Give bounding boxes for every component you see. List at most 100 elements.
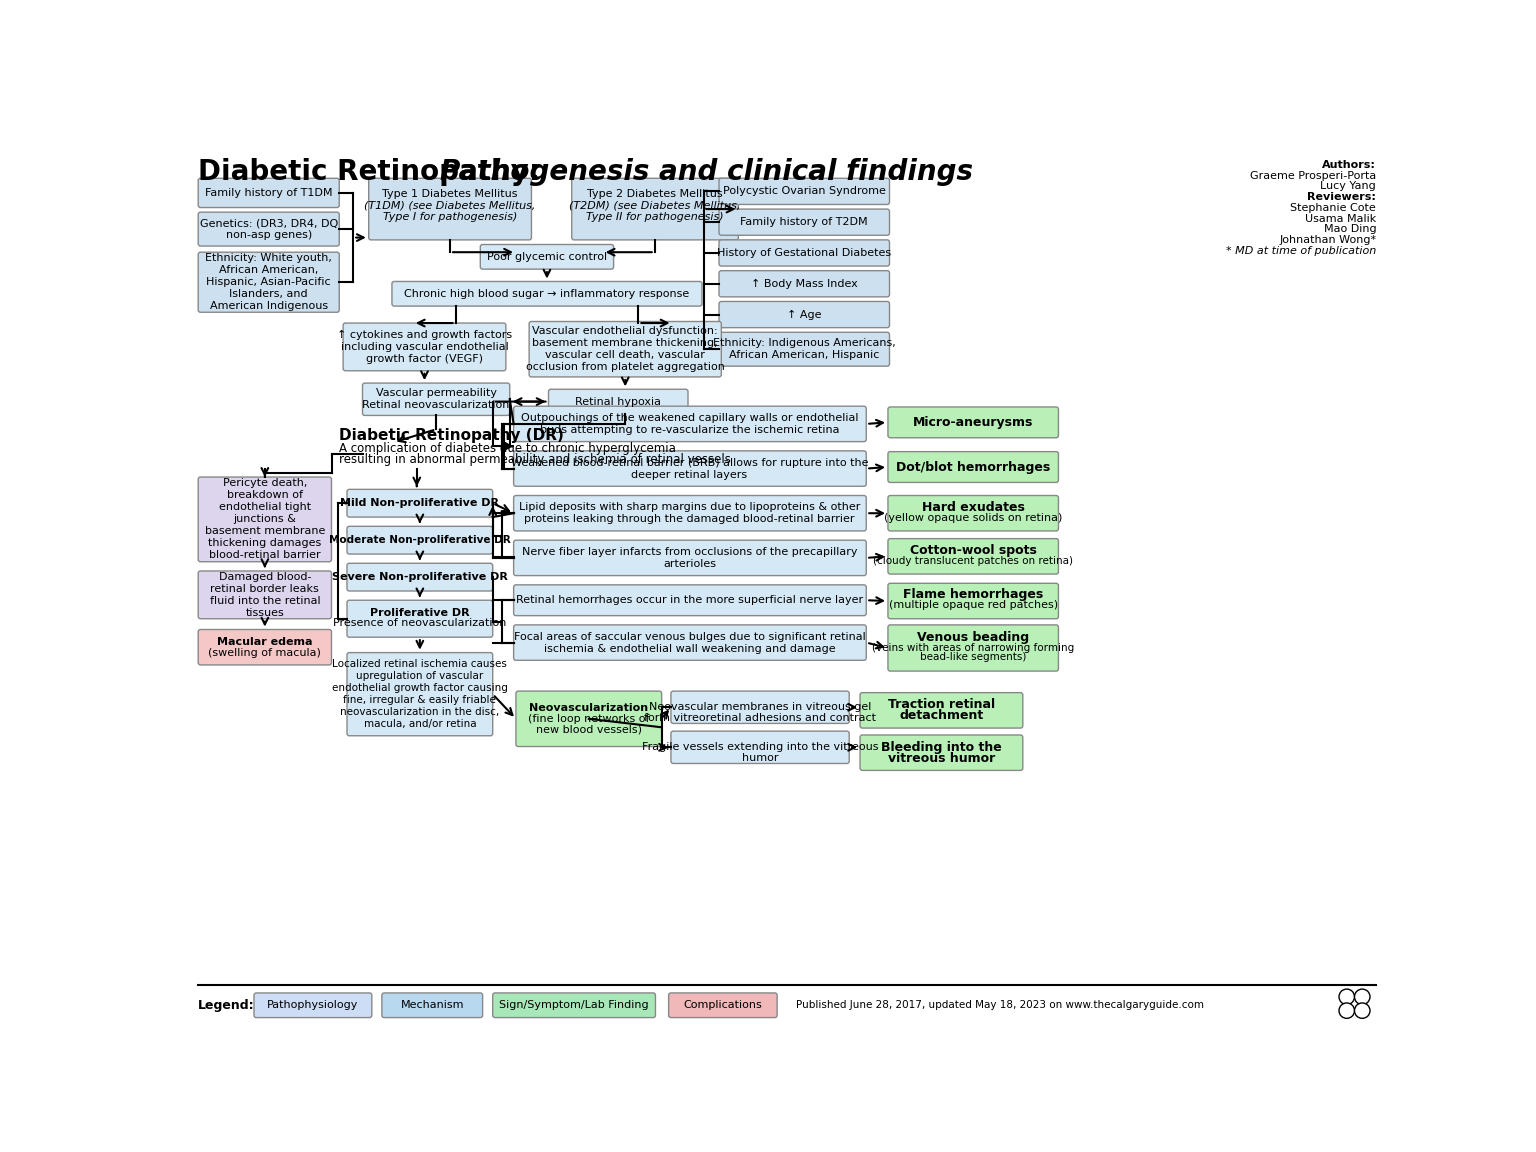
Text: CC: CC [1341, 992, 1352, 1001]
Text: Presence of neovascularization: Presence of neovascularization [333, 619, 507, 628]
Text: new blood vessels): new blood vessels) [536, 725, 642, 735]
Text: Hard exudates: Hard exudates [922, 501, 1025, 514]
Text: Micro-aneurysms: Micro-aneurysms [912, 416, 1034, 429]
Text: detachment: detachment [899, 710, 983, 722]
Text: =: = [1344, 1006, 1350, 1015]
Text: Fragile vessels extending into the vitreous: Fragile vessels extending into the vitre… [642, 742, 879, 752]
Text: (T1DM) (see Diabetes Mellitus,: (T1DM) (see Diabetes Mellitus, [364, 200, 536, 210]
Text: Neovascular membranes in vitreous gel: Neovascular membranes in vitreous gel [648, 703, 871, 712]
Text: Published June 28, 2017, updated May 18, 2023 on www.thecalgaryguide.com: Published June 28, 2017, updated May 18,… [797, 1000, 1204, 1010]
Text: ↑ cytokines and growth factors
including vascular endothelial
growth factor (VEG: ↑ cytokines and growth factors including… [336, 329, 511, 364]
Circle shape [1339, 1003, 1355, 1018]
Text: Proliferative DR: Proliferative DR [370, 607, 470, 617]
Text: Damaged blood-
retinal border leaks
fluid into the retinal
tissues: Damaged blood- retinal border leaks flui… [209, 571, 319, 617]
Text: (fine loop networks of: (fine loop networks of [528, 714, 650, 723]
Text: Outpouchings of the weakened capillary walls or endothelial
buds attempting to r: Outpouchings of the weakened capillary w… [521, 412, 859, 435]
FancyBboxPatch shape [513, 585, 866, 615]
Text: Poor glycemic control: Poor glycemic control [487, 252, 607, 262]
FancyBboxPatch shape [369, 179, 531, 240]
Text: Vascular permeability
Retinal neovascularization: Vascular permeability Retinal neovascula… [362, 388, 510, 410]
Text: Legend:: Legend: [198, 999, 255, 1011]
Text: Type II for pathogenesis): Type II for pathogenesis) [585, 212, 723, 222]
Text: Complications: Complications [684, 1000, 762, 1010]
FancyBboxPatch shape [198, 252, 339, 312]
FancyBboxPatch shape [671, 691, 849, 723]
Text: Reviewers:: Reviewers: [1307, 192, 1376, 202]
Text: Type 2 Diabetes Mellitus: Type 2 Diabetes Mellitus [587, 189, 722, 198]
Text: (yellow opaque solids on retina): (yellow opaque solids on retina) [885, 513, 1063, 523]
FancyBboxPatch shape [719, 332, 889, 366]
Text: Graeme Prosperi-Porta: Graeme Prosperi-Porta [1250, 170, 1376, 181]
Text: Mao Ding: Mao Ding [1324, 225, 1376, 235]
Text: Johnathan Wong*: Johnathan Wong* [1279, 235, 1376, 245]
FancyBboxPatch shape [860, 692, 1023, 728]
FancyBboxPatch shape [719, 240, 889, 266]
Text: Type 1 Diabetes Mellitus: Type 1 Diabetes Mellitus [382, 189, 518, 198]
Text: Usama Malik: Usama Malik [1306, 214, 1376, 223]
FancyBboxPatch shape [719, 179, 889, 204]
FancyBboxPatch shape [719, 209, 889, 235]
Text: History of Gestational Diabetes: History of Gestational Diabetes [717, 248, 891, 258]
Text: Localized retinal ischemia causes
upregulation of vascular
endothelial growth fa: Localized retinal ischemia causes upregu… [332, 659, 508, 729]
Text: Vascular endothelial dysfunction:
basement membrane thickening,
vascular cell de: Vascular endothelial dysfunction: baseme… [525, 326, 725, 372]
Text: Retinal hypoxia: Retinal hypoxia [576, 396, 662, 407]
Text: Sign/Symptom/Lab Finding: Sign/Symptom/Lab Finding [499, 1000, 648, 1010]
FancyBboxPatch shape [481, 244, 613, 270]
FancyBboxPatch shape [668, 993, 777, 1017]
Text: ↑ Age: ↑ Age [786, 310, 822, 319]
Circle shape [1355, 990, 1370, 1005]
Circle shape [1339, 990, 1355, 1005]
FancyBboxPatch shape [198, 477, 332, 562]
FancyBboxPatch shape [362, 384, 510, 416]
FancyBboxPatch shape [719, 302, 889, 327]
Text: Stephanie Cote: Stephanie Cote [1290, 203, 1376, 213]
Text: Mild Non-proliferative DR: Mild Non-proliferative DR [341, 498, 499, 508]
Circle shape [1355, 1003, 1370, 1018]
FancyBboxPatch shape [513, 450, 866, 486]
Text: Pericyte death,
breakdown of
endothelial tight
junctions &
basement membrane
thi: Pericyte death, breakdown of endothelial… [204, 478, 326, 560]
Text: Genetics: (DR3, DR4, DQ
non-asp genes): Genetics: (DR3, DR4, DQ non-asp genes) [200, 218, 338, 240]
Text: A complication of diabetes due to chronic hyperglycemia: A complication of diabetes due to chroni… [339, 442, 676, 455]
FancyBboxPatch shape [513, 495, 866, 531]
FancyBboxPatch shape [347, 490, 493, 517]
Text: Diabetic Retinopathy:: Diabetic Retinopathy: [198, 158, 550, 187]
FancyBboxPatch shape [888, 624, 1058, 672]
Text: Pathophysiology: Pathophysiology [267, 1000, 358, 1010]
Text: Moderate Non-proliferative DR: Moderate Non-proliferative DR [329, 536, 511, 545]
FancyBboxPatch shape [571, 179, 739, 240]
Text: (swelling of macula): (swelling of macula) [209, 647, 321, 658]
Text: ©: © [1358, 992, 1366, 1001]
Text: vitreous humor: vitreous humor [888, 751, 995, 765]
Text: Dot/blot hemorrhages: Dot/blot hemorrhages [895, 461, 1051, 473]
FancyBboxPatch shape [343, 323, 505, 371]
FancyBboxPatch shape [198, 629, 332, 665]
Text: Mechanism: Mechanism [401, 1000, 464, 1010]
Text: Family history of T2DM: Family history of T2DM [740, 218, 868, 227]
FancyBboxPatch shape [513, 407, 866, 441]
FancyBboxPatch shape [888, 539, 1058, 574]
Text: Chronic high blood sugar → inflammatory response: Chronic high blood sugar → inflammatory … [404, 289, 690, 298]
Text: humor: humor [742, 753, 779, 763]
Text: Macular edema: Macular edema [217, 637, 313, 646]
Text: Severe Non-proliferative DR: Severe Non-proliferative DR [332, 573, 508, 582]
Text: Type I for pathogenesis): Type I for pathogenesis) [382, 212, 518, 222]
FancyBboxPatch shape [198, 212, 339, 247]
FancyBboxPatch shape [493, 993, 656, 1017]
Text: (veins with areas of narrowing forming: (veins with areas of narrowing forming [872, 643, 1074, 653]
Text: form vitreoretinal adhesions and contract: form vitreoretinal adhesions and contrac… [644, 713, 876, 723]
FancyBboxPatch shape [513, 540, 866, 576]
Text: Diabetic Retinopathy (DR): Diabetic Retinopathy (DR) [339, 427, 564, 444]
Text: Weakened blood-retinal barrier (BRB) allows for rupture into the
deeper retinal : Weakened blood-retinal barrier (BRB) all… [511, 457, 868, 479]
Text: ↑ Body Mass Index: ↑ Body Mass Index [751, 279, 857, 289]
Text: Retinal hemorrhages occur in the more superficial nerve layer: Retinal hemorrhages occur in the more su… [516, 596, 863, 605]
Text: (cloudy translucent patches on retina): (cloudy translucent patches on retina) [872, 556, 1074, 566]
FancyBboxPatch shape [528, 321, 722, 377]
Text: bead-like segments): bead-like segments) [920, 652, 1026, 662]
FancyBboxPatch shape [671, 732, 849, 764]
Text: Ethnicity: Indigenous Americans,
African American, Hispanic: Ethnicity: Indigenous Americans, African… [713, 339, 895, 361]
Text: Traction retinal: Traction retinal [888, 698, 995, 712]
FancyBboxPatch shape [719, 271, 889, 297]
Text: Venous beading: Venous beading [917, 630, 1029, 644]
Text: SA: SA [1358, 1006, 1367, 1015]
Text: Authors:: Authors: [1322, 160, 1376, 169]
